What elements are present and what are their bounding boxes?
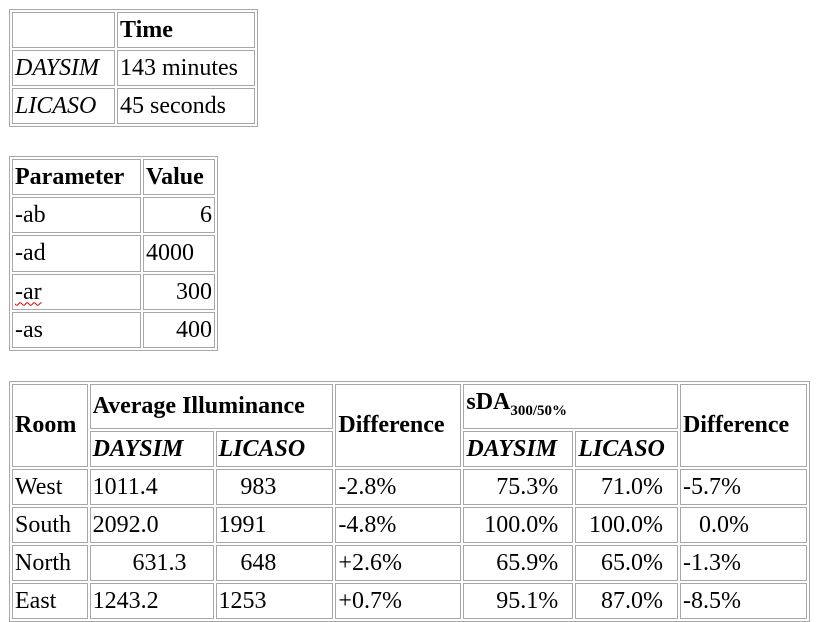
table-header-row: Room Average Illuminance Difference sDA3… <box>12 384 807 467</box>
sda-label: sDA <box>466 389 511 415</box>
sda-daysim-cell: 65.9% <box>463 544 574 581</box>
sda-licaso-cell: 87.0% <box>575 582 678 619</box>
value-header: Value <box>143 159 215 196</box>
table-row: West 1011.4 983 -2.8% 75.3% 71.0% -5.7% <box>12 468 807 505</box>
timing-table: Time DAYSIM 143 minutes LICASO 45 second… <box>9 9 258 127</box>
room-header: Room <box>12 384 88 467</box>
parameter-header: Parameter <box>12 159 141 196</box>
room-cell: South <box>12 506 88 543</box>
empty-header-cell <box>12 12 115 48</box>
ill-daysim-cell: 631.3 <box>89 544 214 581</box>
avg-illuminance-header: Average Illuminance <box>89 384 334 429</box>
daysim-header: DAYSIM <box>463 430 574 467</box>
ill-licaso-cell: 983 <box>215 468 334 505</box>
sda-daysim-cell: 75.3% <box>463 468 574 505</box>
time-value-cell: 45 seconds <box>117 88 255 124</box>
sda-licaso-cell: 71.0% <box>575 468 678 505</box>
table-row: South 2092.0 1991 -4.8% 100.0% 100.0% 0.… <box>12 506 807 543</box>
ill-daysim-cell: 2092.0 <box>89 506 214 543</box>
room-cell: North <box>12 544 88 581</box>
tool-name-cell: DAYSIM <box>12 50 115 86</box>
ill-daysim-cell: 1011.4 <box>89 468 214 505</box>
table-row: North 631.3 648 +2.6% 65.9% 65.0% -1.3% <box>12 544 807 581</box>
sda-daysim-cell: 100.0% <box>463 506 574 543</box>
ill-diff-cell: +0.7% <box>335 582 462 619</box>
sda-licaso-cell: 65.0% <box>575 544 678 581</box>
ill-licaso-cell: 648 <box>215 544 334 581</box>
parameter-cell: -ar <box>12 273 141 310</box>
daysim-header: DAYSIM <box>89 430 214 467</box>
table-row: LICASO 45 seconds <box>12 88 255 124</box>
table-header-row: DAYSIM LICASO DAYSIM LICASO <box>12 430 807 467</box>
parameter-cell: -ab <box>12 197 141 234</box>
ill-diff-cell: +2.6% <box>335 544 462 581</box>
value-cell: 400 <box>143 311 215 348</box>
table-row: East 1243.2 1253 +0.7% 95.1% 87.0% -8.5% <box>12 582 807 619</box>
licaso-header: LICASO <box>215 430 334 467</box>
ill-licaso-cell: 1991 <box>215 506 334 543</box>
sda-diff-cell: -5.7% <box>679 468 807 505</box>
value-cell: 6 <box>143 197 215 234</box>
time-header: Time <box>117 12 255 48</box>
ill-licaso-cell: 1253 <box>215 582 334 619</box>
table-row: DAYSIM 143 minutes <box>12 50 255 86</box>
ill-diff-cell: -4.8% <box>335 506 462 543</box>
sda-diff-cell: -1.3% <box>679 544 807 581</box>
sda-diff-cell: -8.5% <box>679 582 807 619</box>
results-table: Room Average Illuminance Difference sDA3… <box>9 381 810 622</box>
value-cell: 4000 <box>143 235 215 272</box>
table-row: -as 400 <box>12 311 215 348</box>
room-cell: West <box>12 468 88 505</box>
sda-daysim-cell: 95.1% <box>463 582 574 619</box>
sda-diff-cell: 0.0% <box>679 506 807 543</box>
ill-daysim-cell: 1243.2 <box>89 582 214 619</box>
parameter-table: Parameter Value -ab 6 -ad 4000 -ar 300 -… <box>9 156 218 351</box>
sda-header: sDA300/50% <box>463 384 678 429</box>
licaso-header: LICASO <box>575 430 678 467</box>
sda-subscript: 300/50% <box>510 402 568 419</box>
spellcheck-underlined-text: -ar <box>15 278 42 305</box>
table-row: -ar 300 <box>12 273 215 310</box>
ill-diff-cell: -2.8% <box>335 468 462 505</box>
room-cell: East <box>12 582 88 619</box>
sda-licaso-cell: 100.0% <box>575 506 678 543</box>
time-value-cell: 143 minutes <box>117 50 255 86</box>
parameter-cell: -as <box>12 311 141 348</box>
difference-header: Difference <box>679 384 807 467</box>
parameter-cell: -ad <box>12 235 141 272</box>
table-row: Time <box>12 12 255 48</box>
value-cell: 300 <box>143 273 215 310</box>
table-row: -ad 4000 <box>12 235 215 272</box>
table-row: Parameter Value <box>12 159 215 196</box>
difference-header: Difference <box>335 384 462 467</box>
tool-name-cell: LICASO <box>12 88 115 124</box>
table-row: -ab 6 <box>12 197 215 234</box>
